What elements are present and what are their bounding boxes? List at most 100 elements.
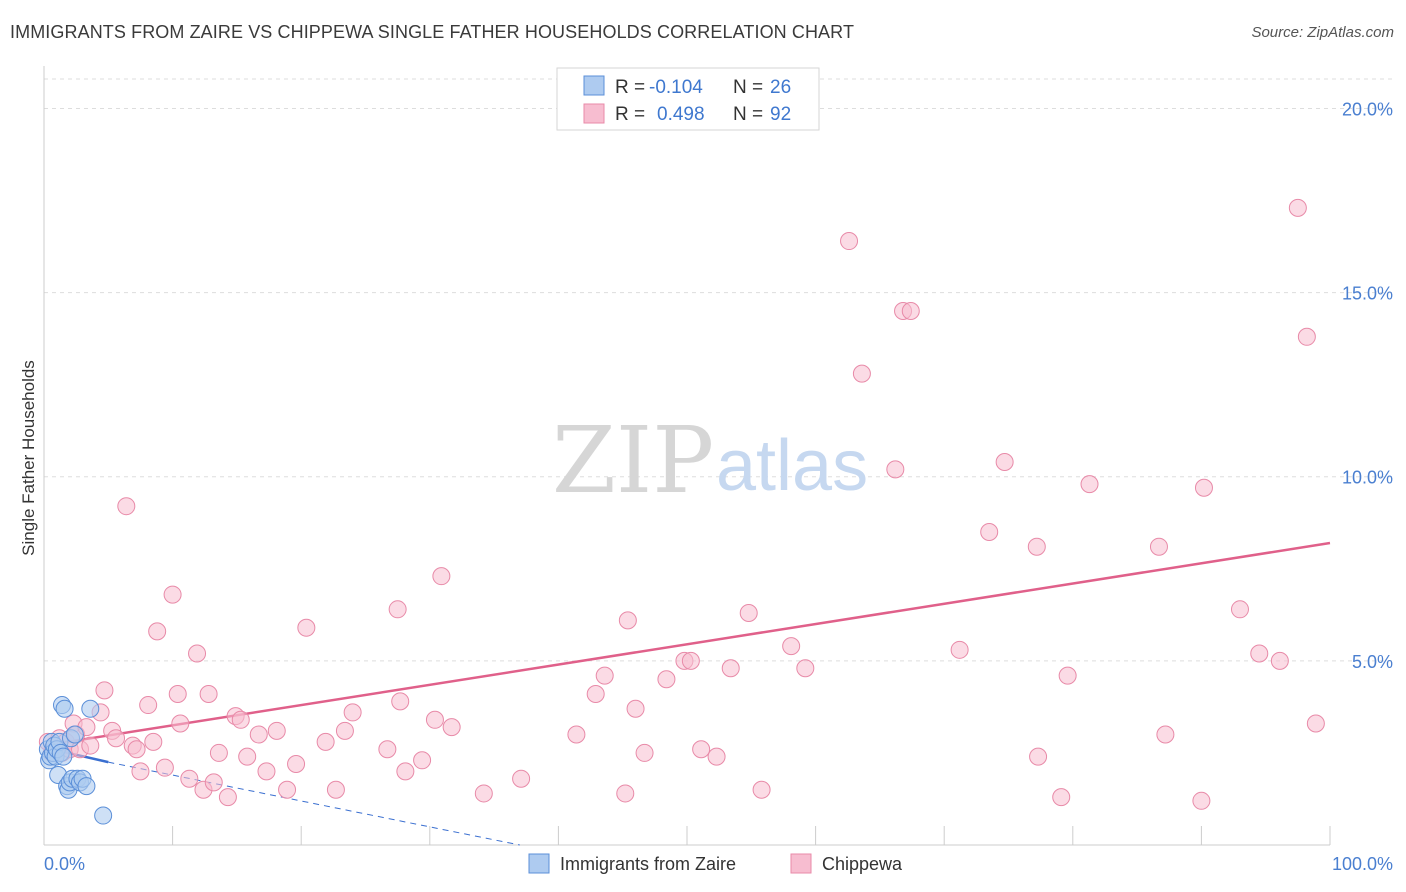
legend-n-value-chippewa: 92 <box>770 104 791 125</box>
chippewa-point-64 <box>635 743 654 762</box>
chippewa-point-25 <box>163 585 182 604</box>
chippewa-point-91 <box>1194 478 1213 497</box>
chippewa-point-56 <box>474 784 493 803</box>
legend-r-label-zaire: R = <box>615 77 645 98</box>
legend-n-value-zaire: 26 <box>770 77 791 98</box>
chippewa-point-31 <box>199 685 218 704</box>
chippewa-point-41 <box>278 780 297 799</box>
chippewa-point-45 <box>326 780 345 799</box>
chippewa-point-26 <box>168 685 187 704</box>
chippewa-point-38 <box>249 725 268 744</box>
chippewa-point-34 <box>218 788 237 807</box>
bottom-legend-label-chippewa: Chippewa <box>822 854 903 874</box>
legend-r-value-zaire: -0.104 <box>649 77 703 98</box>
chippewa-point-33 <box>209 743 228 762</box>
chippewa-point-69 <box>707 747 726 766</box>
chippewa-point-95 <box>1288 198 1307 217</box>
legend-swatch-chippewa <box>583 103 605 124</box>
chippewa-point-62 <box>618 611 637 630</box>
chippewa-point-80 <box>950 640 969 659</box>
chippewa-point-67 <box>681 651 700 670</box>
y-tick-label-3: 20.0% <box>1342 99 1393 119</box>
chippewa-point-27 <box>171 714 190 733</box>
chippewa-point-70 <box>721 659 740 678</box>
chippewa-point-20 <box>131 762 150 781</box>
chippewa-point-42 <box>287 754 306 773</box>
chippewa-point-58 <box>567 725 586 744</box>
chippewa-point-73 <box>782 637 801 656</box>
chippewa-point-72 <box>752 780 771 799</box>
zaire-points <box>38 696 113 825</box>
legend-r-value-chippewa: 0.498 <box>657 104 705 125</box>
chippewa-point-63 <box>626 699 645 718</box>
watermark-atlas: atlas <box>716 426 868 506</box>
bottom-legend-label-zaire: Immigrants from Zaire <box>560 854 736 874</box>
y-tick-label-0: 5.0% <box>1352 652 1393 672</box>
y-tick-labels: 5.0% 10.0% 15.0% 20.0% <box>1342 99 1393 671</box>
chippewa-point-85 <box>1052 788 1071 807</box>
chippewa-point-44 <box>316 732 335 751</box>
chippewa-point-75 <box>840 232 859 251</box>
chippewa-point-24 <box>155 758 174 777</box>
chippewa-point-49 <box>388 600 407 619</box>
axes <box>43 66 1331 846</box>
chippewa-point-46 <box>335 721 354 740</box>
chippewa-point-17 <box>117 497 136 516</box>
chippewa-trend-line <box>43 541 1331 747</box>
chippewa-point-76 <box>852 364 871 383</box>
zaire-point-25 <box>94 806 113 825</box>
chippewa-point-81 <box>980 522 999 541</box>
chippewa-point-54 <box>432 567 451 586</box>
chippewa-point-52 <box>413 751 432 770</box>
bottom-legend-swatch-zaire <box>528 853 550 874</box>
chippewa-point-12 <box>81 736 100 755</box>
chippewa-point-40 <box>267 721 286 740</box>
chippewa-point-74 <box>796 659 815 678</box>
chippewa-point-19 <box>127 740 146 759</box>
y-tick-label-1: 10.0% <box>1342 468 1393 488</box>
chippewa-point-90 <box>1192 791 1211 810</box>
chippewa-point-87 <box>1080 475 1099 494</box>
zaire-point-23 <box>77 777 96 796</box>
zaire-point-13 <box>55 699 74 718</box>
chippewa-point-88 <box>1149 537 1168 556</box>
chippewa-point-97 <box>1306 714 1325 733</box>
chippewa-point-22 <box>144 732 163 751</box>
zaire-point-19 <box>65 725 84 744</box>
chart-title: IMMIGRANTS FROM ZAIRE VS CHIPPEWA SINGLE… <box>10 22 855 42</box>
zaire-point-12 <box>54 747 73 766</box>
chippewa-point-14 <box>95 681 114 700</box>
legend-bottom: Immigrants from Zaire Chippewa <box>528 853 903 874</box>
zaire-trend-extension <box>108 761 520 846</box>
legend-swatch-zaire <box>583 75 605 96</box>
chippewa-point-16 <box>107 729 126 748</box>
chippewa-point-65 <box>657 670 676 689</box>
chippewa-point-48 <box>378 740 397 759</box>
legend-top: R = -0.104 N = 26 R = 0.498 N = 92 <box>556 67 820 131</box>
chippewa-point-28 <box>180 769 199 788</box>
legend-n-label-zaire: N = <box>733 77 763 98</box>
chippewa-point-39 <box>257 762 276 781</box>
chippewa-point-32 <box>204 773 223 792</box>
chippewa-point-82 <box>995 453 1014 471</box>
chippewa-point-89 <box>1156 725 1175 744</box>
chippewa-point-29 <box>188 644 207 663</box>
chippewa-point-83 <box>1027 537 1046 556</box>
trend-lines <box>43 541 1331 846</box>
gridlines <box>44 78 1393 662</box>
source-label: Source: ZipAtlas.com <box>1251 24 1394 41</box>
chippewa-point-94 <box>1270 651 1289 670</box>
legend-n-label-chippewa: N = <box>733 104 763 125</box>
chippewa-point-96 <box>1297 327 1316 346</box>
chippewa-point-77 <box>886 460 905 479</box>
chippewa-point-60 <box>595 666 614 685</box>
y-axis-label: Single Father Households <box>19 360 38 556</box>
legend-r-label-chippewa: R = <box>615 104 645 125</box>
chippewa-point-86 <box>1058 666 1077 685</box>
chippewa-point-53 <box>425 710 444 729</box>
chippewa-point-23 <box>148 622 167 641</box>
chippewa-point-68 <box>692 740 711 759</box>
chippewa-point-71 <box>739 603 758 622</box>
chippewa-point-51 <box>396 762 415 781</box>
